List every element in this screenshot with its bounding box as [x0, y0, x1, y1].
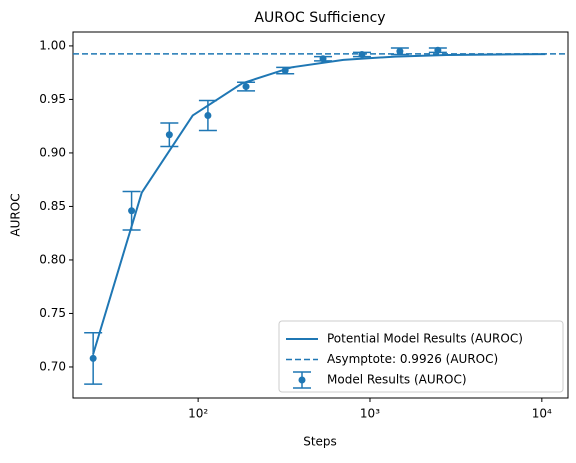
fit-line — [92, 53, 546, 355]
point — [358, 50, 366, 58]
chart-title: AUROC Sufficiency — [254, 10, 385, 26]
point — [242, 83, 250, 91]
point — [165, 131, 173, 139]
point — [434, 46, 442, 54]
plot — [73, 46, 568, 385]
x-tick-label: 10² — [188, 407, 208, 421]
plot-frame — [72, 31, 569, 399]
legend-label: Model Results (AUROC) — [327, 373, 467, 387]
y-tick-label: 0.90 — [39, 145, 66, 159]
point — [281, 67, 289, 75]
point — [319, 55, 327, 63]
y-tick-label: 0.70 — [39, 359, 66, 373]
x-tick-label: 10³ — [360, 407, 380, 421]
point — [204, 111, 212, 119]
legend-label: Potential Model Results (AUROC) — [327, 332, 523, 346]
legend-label: Asymptote: 0.9926 (AUROC) — [327, 352, 498, 366]
point — [89, 354, 97, 362]
y-tick-label: 0.80 — [39, 252, 66, 266]
x-tick-label: 10⁴ — [532, 407, 552, 421]
y-tick-label: 1.00 — [39, 38, 66, 52]
y-tick-label: 0.95 — [39, 92, 66, 106]
point — [396, 47, 404, 55]
legend-handle — [298, 376, 306, 384]
legend-box — [278, 320, 564, 393]
x-axis-label: Steps — [303, 435, 337, 449]
y-axis-label: AUROC — [9, 193, 23, 236]
y-tick-label: 0.85 — [39, 199, 66, 213]
point — [128, 207, 136, 215]
y-tick-label: 0.75 — [39, 306, 66, 320]
